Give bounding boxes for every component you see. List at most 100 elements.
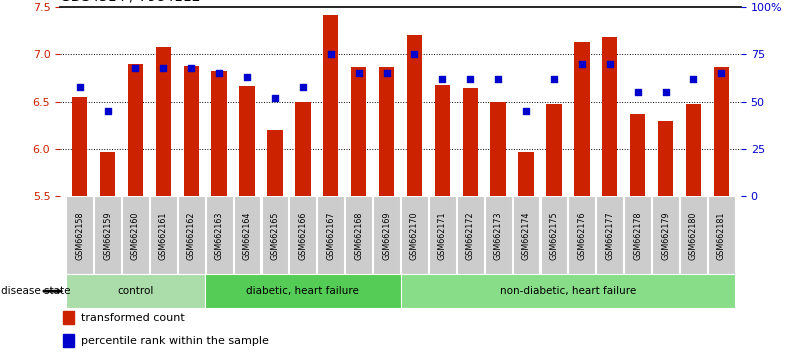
Bar [518, 152, 533, 196]
Bar [317, 196, 344, 274]
Text: GSM662178: GSM662178 [633, 211, 642, 260]
Point [408, 52, 421, 57]
Bar [714, 67, 729, 196]
Bar [463, 87, 478, 196]
Bar [407, 35, 422, 196]
Point [324, 52, 337, 57]
Point [436, 76, 449, 82]
Bar [513, 196, 539, 274]
Bar [435, 85, 450, 196]
Bar [401, 196, 428, 274]
Text: GSM662173: GSM662173 [493, 211, 503, 260]
Text: GSM662163: GSM662163 [215, 211, 223, 259]
Point [296, 84, 309, 90]
Bar [485, 196, 512, 274]
Point [715, 70, 728, 76]
Text: non-diabetic, heart failure: non-diabetic, heart failure [500, 286, 636, 296]
Text: GSM662175: GSM662175 [549, 211, 558, 260]
Point [101, 108, 114, 114]
Bar [630, 114, 646, 196]
Point [129, 65, 142, 70]
Bar [323, 15, 338, 196]
Text: transformed count: transformed count [80, 313, 184, 322]
Bar [262, 196, 288, 274]
Text: GSM662177: GSM662177 [606, 211, 614, 260]
Bar [66, 196, 93, 274]
Text: GSM662158: GSM662158 [75, 211, 84, 260]
Point [213, 70, 226, 76]
Text: GDS4314 / 7984112: GDS4314 / 7984112 [60, 0, 200, 3]
Bar [63, 334, 74, 347]
Bar [680, 196, 707, 274]
Bar [624, 196, 651, 274]
Bar [429, 196, 456, 274]
Bar [597, 196, 623, 274]
Text: GSM662160: GSM662160 [131, 211, 140, 259]
Point [548, 76, 561, 82]
Point [464, 76, 477, 82]
Bar [127, 64, 143, 196]
Bar [602, 38, 618, 196]
Text: GSM662168: GSM662168 [354, 211, 363, 259]
Text: GSM662179: GSM662179 [661, 211, 670, 260]
Point [380, 70, 393, 76]
Text: GSM662166: GSM662166 [298, 211, 308, 259]
Point [520, 108, 533, 114]
Point [352, 70, 365, 76]
Bar [708, 196, 735, 274]
Bar [345, 196, 372, 274]
Bar [268, 130, 283, 196]
Text: GSM662171: GSM662171 [438, 211, 447, 260]
Bar [574, 42, 590, 196]
Text: diabetic, heart failure: diabetic, heart failure [247, 286, 360, 296]
Text: GSM662167: GSM662167 [326, 211, 336, 260]
Point [240, 74, 253, 80]
Bar [100, 152, 115, 196]
Bar [239, 86, 255, 196]
Text: GSM662176: GSM662176 [578, 211, 586, 260]
Text: GSM662164: GSM662164 [243, 211, 252, 259]
Text: GSM662169: GSM662169 [382, 211, 391, 260]
Text: GSM662162: GSM662162 [187, 211, 195, 260]
Point [631, 90, 644, 95]
Point [268, 95, 281, 101]
Bar [122, 196, 149, 274]
Text: percentile rank within the sample: percentile rank within the sample [80, 336, 268, 346]
Point [575, 61, 588, 67]
Bar [400, 274, 735, 308]
Bar [546, 104, 562, 196]
Point [687, 76, 700, 82]
Bar [63, 311, 74, 324]
Bar [686, 104, 701, 196]
Text: GSM662174: GSM662174 [521, 211, 530, 260]
Text: GSM662181: GSM662181 [717, 211, 726, 259]
Bar [373, 196, 400, 274]
Bar [658, 121, 674, 196]
Bar [155, 47, 171, 196]
Bar [234, 196, 260, 274]
Text: control: control [117, 286, 154, 296]
Bar [351, 67, 366, 196]
Bar [457, 196, 484, 274]
Point [185, 65, 198, 70]
Bar [95, 196, 121, 274]
Text: GSM662159: GSM662159 [103, 211, 112, 260]
Bar [295, 102, 311, 196]
Text: disease state: disease state [1, 286, 70, 296]
Bar [569, 196, 595, 274]
Text: GSM662161: GSM662161 [159, 211, 168, 259]
Point [157, 65, 170, 70]
Bar [72, 97, 87, 196]
Bar [178, 196, 204, 274]
Bar [490, 102, 506, 196]
Text: GSM662172: GSM662172 [465, 211, 475, 260]
Bar [183, 66, 199, 196]
Point [603, 61, 616, 67]
Point [659, 90, 672, 95]
Point [492, 76, 505, 82]
Point [73, 84, 86, 90]
Bar [541, 196, 567, 274]
Bar [652, 196, 679, 274]
Bar [211, 70, 227, 196]
Text: GSM662170: GSM662170 [410, 211, 419, 260]
